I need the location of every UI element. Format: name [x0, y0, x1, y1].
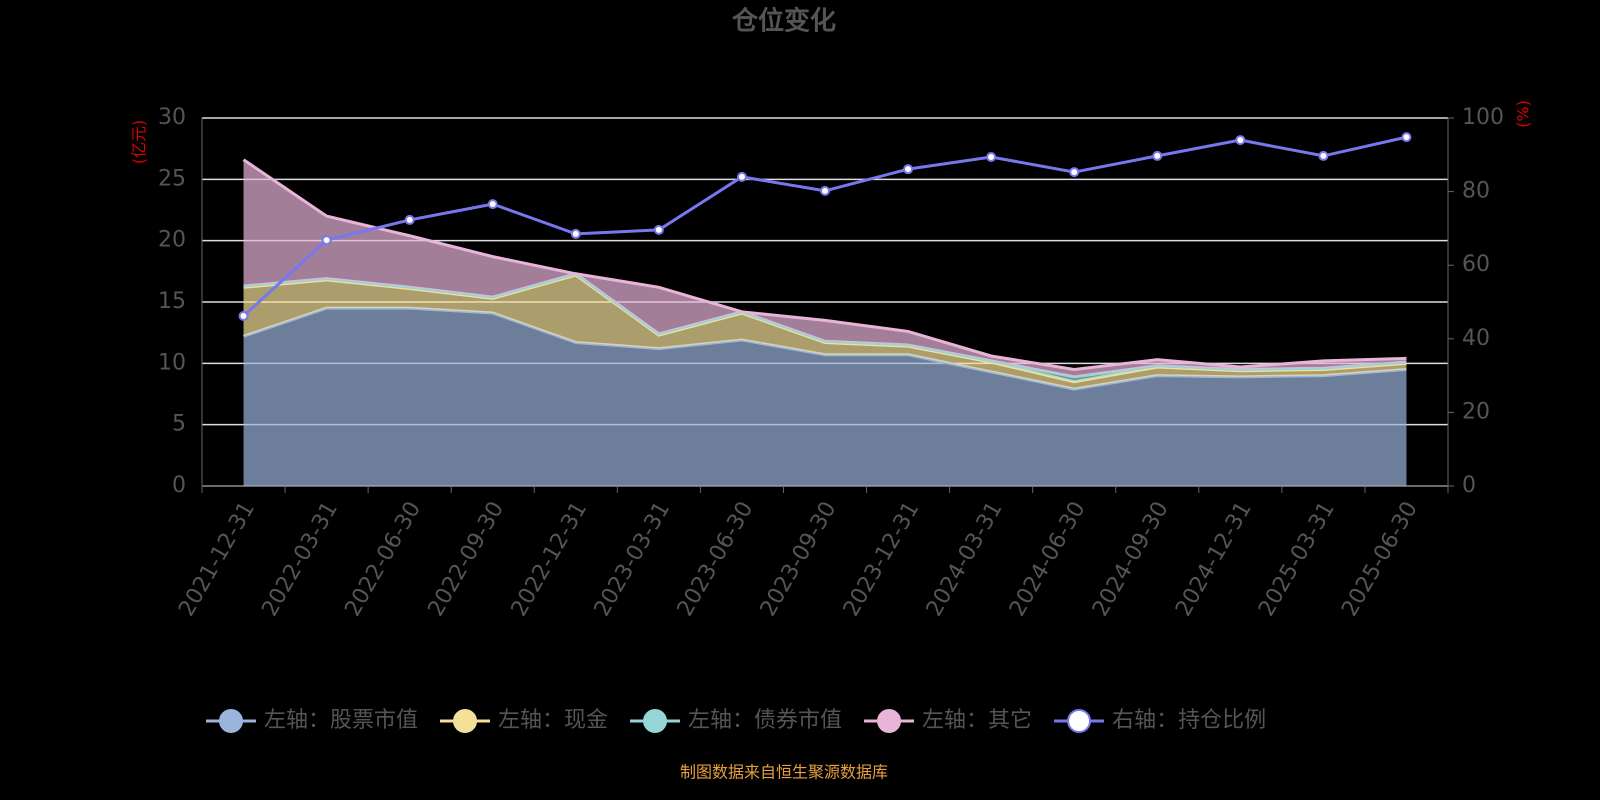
ratio-point [1069, 167, 1080, 178]
y-tick-label: 5 [172, 412, 186, 437]
legend-marker [1067, 709, 1092, 733]
legend-marker [453, 709, 478, 733]
ratio-point [653, 224, 664, 235]
x-tick-label: 2024-12-31 [1171, 498, 1257, 621]
ratio-point [321, 235, 332, 246]
x-tick-label: 2022-03-31 [257, 498, 343, 621]
ratio-point [1318, 150, 1329, 161]
x-tick-label: 2025-06-30 [1337, 498, 1423, 621]
area-band [243, 275, 1407, 390]
ratio-point [986, 152, 997, 163]
legend-label: 右轴：持仓比例 [1112, 708, 1266, 733]
ratio-point [1152, 150, 1163, 161]
source-note: 制图数据来自恒生聚源数据库 [680, 763, 888, 782]
x-tick-label: 2023-06-30 [673, 498, 759, 621]
x-tick-label: 2024-03-31 [922, 498, 1008, 621]
y2-tick-label: 0 [1462, 473, 1476, 498]
area-line [242, 158, 1407, 371]
y2-tick-label: 80 [1462, 179, 1490, 204]
legend-marker [877, 709, 902, 733]
area-band [243, 159, 1407, 377]
ratio-point [820, 185, 830, 196]
area-band [243, 308, 1407, 486]
y-tick-label: 0 [172, 473, 186, 498]
y2-axis-label: (%) [1514, 100, 1533, 128]
legend-label: 左轴：其它 [922, 708, 1032, 733]
ratio-point [1401, 132, 1412, 143]
legend-marker [219, 709, 243, 733]
x-tick-label: 2022-06-30 [340, 498, 426, 621]
ratio-point [903, 164, 914, 175]
ratio-point [404, 214, 415, 225]
y-tick-label: 15 [158, 289, 186, 314]
x-tick-label: 2023-12-31 [839, 498, 925, 621]
x-tick-label: 2024-06-30 [1005, 498, 1091, 621]
y2-tick-label: 100 [1462, 105, 1504, 130]
y2-tick-label: 40 [1462, 326, 1490, 351]
legend-label: 左轴：现金 [498, 708, 608, 733]
ratio-point [487, 199, 498, 210]
y2-tick-label: 60 [1462, 252, 1490, 277]
chart: 仓位变化 (亿元) (%) 制图数据来自恒生聚源数据库 0 5 10 15 20 25 30… [130, 6, 1533, 782]
y2-tick-label: 20 [1462, 399, 1490, 424]
ratio-point [1235, 135, 1246, 146]
x-tick-label: 2022-09-30 [424, 498, 510, 621]
ratio-point [736, 171, 747, 182]
ratio-point [238, 310, 249, 321]
x-tick-label: 2023-03-31 [590, 498, 676, 621]
x-tick-label: 2023-09-30 [756, 498, 842, 621]
x-tick-label: 2024-09-30 [1088, 498, 1174, 621]
x-tick-label: 2021-12-31 [174, 498, 260, 621]
legend-label: 左轴：股票市值 [264, 708, 418, 733]
y-tick-label: 10 [158, 350, 186, 375]
y-tick-label: 30 [158, 105, 186, 130]
x-tick-label: 2025-03-31 [1254, 498, 1340, 621]
x-tick-label: 2022-12-31 [507, 498, 593, 621]
y-axis-label: (亿元) [130, 120, 149, 165]
legend-label: 左轴：债券市值 [688, 708, 842, 733]
y-tick-label: 25 [158, 166, 186, 191]
legend-marker [643, 709, 668, 733]
chart-title: 仓位变化 [731, 6, 836, 37]
ratio-point [570, 228, 581, 239]
y-tick-label: 20 [158, 228, 186, 253]
